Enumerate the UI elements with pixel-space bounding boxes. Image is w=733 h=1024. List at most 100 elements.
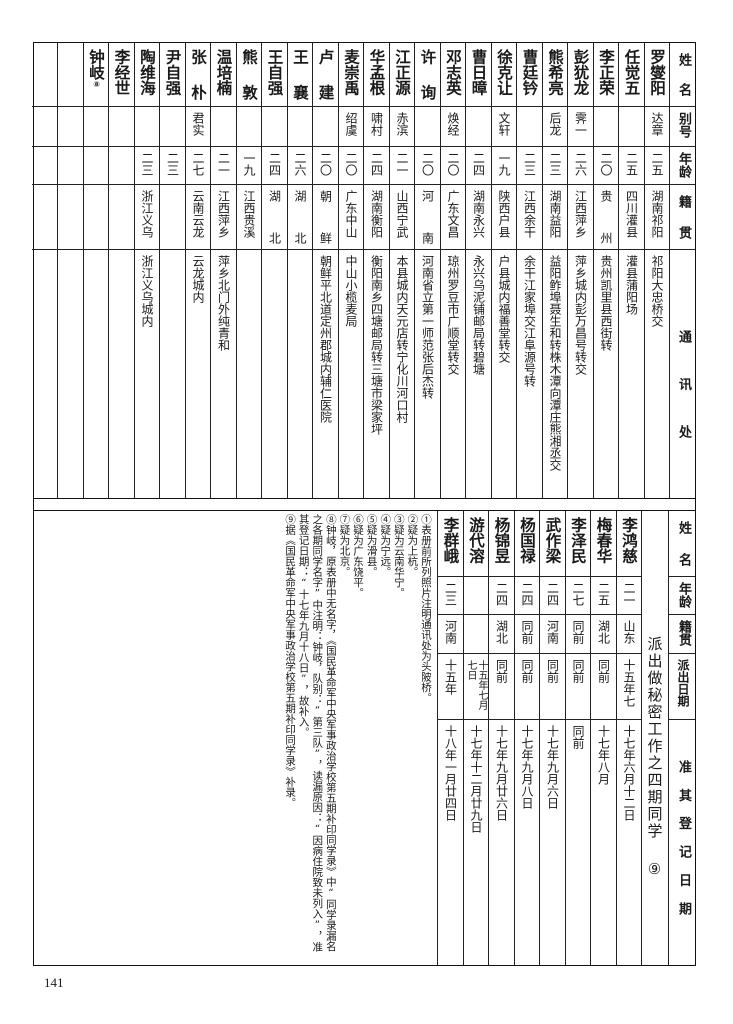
table-row: 尹自强 二三 (159, 43, 185, 498)
footnote: ⑧钟岐，原表册中无名字，《国民革命军中央军事政治学校第五期补印同学录》中“同学录… (297, 514, 337, 952)
register-date: 十七年九月廿六日 (494, 725, 509, 821)
name-text: 曹廷钤 (520, 49, 539, 96)
name-text: 李经世 (112, 49, 131, 96)
table-row: 杨锦昱 二四 湖北 同前 十七年九月廿六日 (488, 511, 514, 965)
register-date: 十七年八月 (596, 725, 611, 785)
person-name: 徐克让 (491, 43, 516, 107)
name-text: 曹日暲 (469, 49, 488, 96)
person-name: 卢建 (313, 43, 338, 107)
address: 本县城内天元店转宁化川河口村 (395, 255, 409, 423)
age (58, 147, 83, 185)
age: 二一 (211, 147, 236, 185)
origin: 广东文昌 (440, 185, 465, 250)
footnote-marker: ⑧ (92, 80, 101, 89)
name-text: 邓志英 (444, 49, 462, 96)
origin: 山东 (616, 615, 641, 654)
person-name: 陶维海 (134, 43, 159, 107)
name-text: 许询 (418, 49, 437, 100)
person-name: 武作梁 (540, 511, 565, 577)
age: 二五 (644, 147, 669, 185)
table-row: 曹廷钤 二三 江西余干 余干江家埠交江阜源号转 (516, 43, 542, 498)
person-name: 尹自强 (160, 43, 185, 107)
dispatch-date: 十五年 (438, 654, 463, 720)
register-date: 十七年九月六日 (545, 725, 560, 809)
alias (313, 107, 338, 147)
address (58, 250, 83, 498)
alias (160, 107, 185, 147)
address (32, 250, 58, 498)
page-number: 141 (44, 975, 64, 990)
table-row: 徐克让 文轩 一九 陕西户县 户县城内福善堂转交 (490, 43, 516, 498)
table-row: 武作梁 二四 河南 同前 十七年九月六日 (539, 511, 565, 965)
dispatch-date: 同前 (591, 654, 616, 720)
age: 二〇 (313, 147, 338, 185)
address: 云龙城内 (191, 255, 205, 303)
address (288, 250, 313, 498)
age: 二七 (185, 147, 210, 185)
name-text: 卢建 (316, 49, 335, 100)
age: 二四 (262, 147, 287, 185)
header-name: 姓名 (669, 511, 695, 577)
table-row: 曹日暲 二四 湖南永兴 永兴乌泥铺邮局转碧塘 (465, 43, 491, 498)
name-text: 钟岐 (87, 49, 105, 80)
person-name (58, 43, 83, 107)
person-name: 张朴 (185, 43, 210, 107)
age (31, 147, 57, 185)
person-name: 李经世 (109, 43, 134, 107)
address: 浙江义乌城内 (140, 255, 154, 327)
table-row: 钟岐⑧ (82, 43, 108, 498)
origin: 湖南益阳 (542, 185, 567, 250)
alias (593, 107, 618, 147)
table-row (57, 43, 83, 498)
alias (109, 107, 134, 147)
name-text: 徐克让 (495, 49, 513, 96)
origin: 湖南永兴 (466, 185, 491, 250)
person-name: 彭犹龙 (568, 43, 593, 107)
person-name: 李群峨 (438, 511, 463, 577)
person-name: 江正源 (389, 43, 414, 107)
person-name: 王自强 (262, 43, 287, 107)
alias: 达章 (644, 107, 669, 147)
person-name: 熊敦 (236, 43, 261, 107)
person-name: 曹廷钤 (517, 43, 542, 107)
person-name: 游代溶 (463, 511, 488, 577)
age: 二四 (364, 147, 389, 185)
origin: 四川灌县 (619, 185, 644, 250)
alias: 君实 (185, 107, 210, 147)
name-text: 华孟根 (367, 49, 386, 96)
alias: 赤滨 (389, 107, 414, 147)
name-text: 熊敦 (240, 49, 258, 100)
header-column: 姓名 年龄 籍贯 派出日期 准其登记日期 (668, 511, 695, 965)
header-age: 年龄 (670, 147, 695, 185)
person-name: 温培楠 (211, 43, 236, 107)
person-name: 邓志英 (440, 43, 465, 107)
table-row: 李鸿慈二一山东十五年七月十七年六月十二日 (615, 511, 641, 965)
person-name: 李鸿慈 (616, 511, 641, 577)
origin: 河南 (540, 615, 565, 654)
age: 二三 (438, 577, 463, 615)
age: 二四 (466, 147, 491, 185)
header-age: 年龄 (669, 577, 695, 615)
origin: 湖北 (591, 615, 616, 654)
age: 二〇 (415, 147, 440, 185)
person-name: 梅春华 (591, 511, 616, 577)
table-row: 游代溶 十五年七月七日 十七年十二月廿九日 (462, 511, 488, 965)
address (109, 250, 134, 498)
address (160, 250, 185, 498)
alias (31, 107, 57, 147)
origin: 贵州 (593, 185, 618, 250)
age: 二〇 (593, 147, 618, 185)
footnotes: ①表册前所列照片注明通讯处为头陂桥。 ②疑为上杭。 ③疑为云南华宁。 ④疑为宁远。 ⑤疑… (282, 514, 432, 959)
header-column: 姓名 别号 年龄 籍贯 通讯处 (669, 43, 695, 498)
origin (160, 185, 185, 250)
address: 萍乡北门外纯青和 (216, 255, 231, 351)
origin: 山西宁武 (389, 185, 414, 250)
person-name: 钟岐⑧ (83, 43, 108, 107)
address: 朝鲜平北道定州郡城内辅仁医院 (318, 255, 333, 423)
alias: 后龙 (542, 107, 567, 147)
person-name: 王襄 (287, 43, 312, 107)
section-label: 派出做秘密工作之四期同学 ⑨ (641, 511, 668, 965)
age: 二六 (287, 147, 312, 185)
age (83, 147, 108, 185)
alias (211, 107, 236, 147)
